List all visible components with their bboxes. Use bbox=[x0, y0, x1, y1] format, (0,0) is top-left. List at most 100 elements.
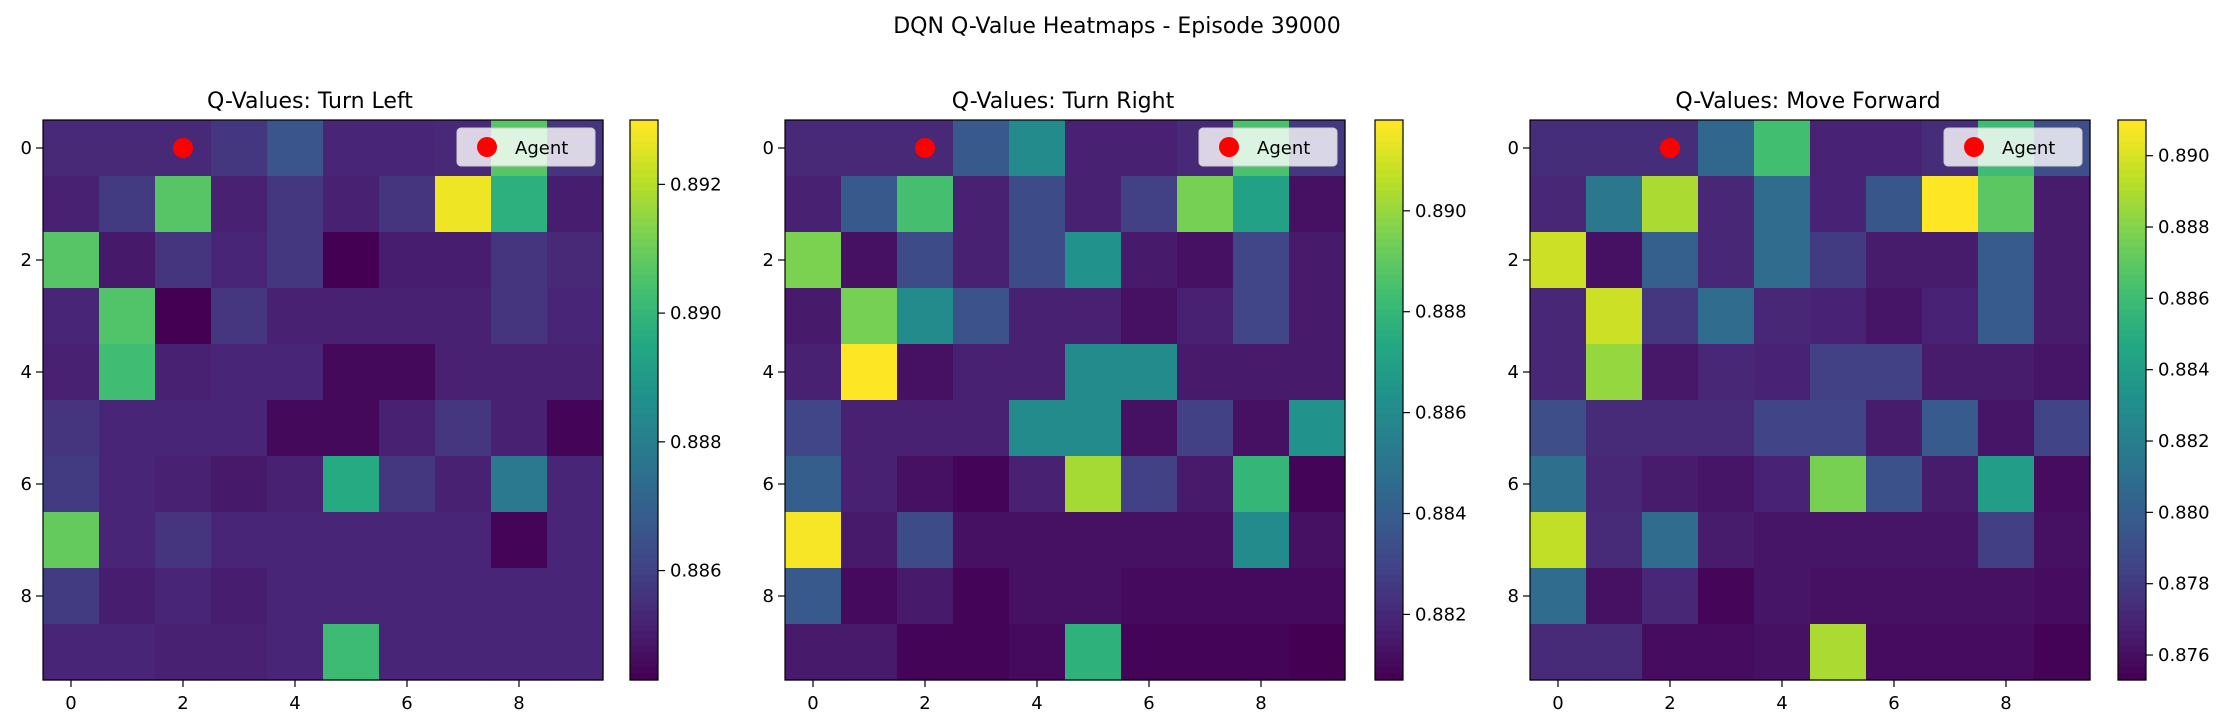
heatmap-cell bbox=[379, 624, 436, 681]
heatmap-cell bbox=[1586, 400, 1643, 457]
heatmap-cell bbox=[43, 288, 100, 345]
colorbar-segment bbox=[2118, 344, 2146, 352]
colorbar-segment bbox=[1375, 246, 1403, 254]
heatmap-cell bbox=[1698, 624, 1755, 681]
heatmap-cell bbox=[1289, 624, 1346, 681]
heatmap-cell bbox=[547, 232, 604, 289]
heatmap-cell bbox=[1177, 176, 1234, 233]
colorbar-segment bbox=[2118, 568, 2146, 576]
colorbar-segment bbox=[630, 505, 658, 513]
heatmap-cell bbox=[1121, 288, 1178, 345]
heatmap-cell bbox=[2034, 232, 2091, 289]
heatmap-cell bbox=[267, 512, 324, 569]
heatmap-cell bbox=[2034, 288, 2091, 345]
colorbar-segment bbox=[1375, 666, 1403, 674]
colorbar-segment bbox=[1375, 274, 1403, 282]
heatmap-cell bbox=[1177, 288, 1234, 345]
colorbar-segment bbox=[2118, 421, 2146, 429]
heatmap-cell bbox=[1289, 344, 1346, 401]
heatmap-cell bbox=[211, 456, 268, 513]
legend-box bbox=[1198, 127, 1338, 167]
heatmap-cell bbox=[43, 176, 100, 233]
y-tick-label: 4 bbox=[763, 362, 774, 383]
colorbar-segment bbox=[630, 652, 658, 660]
heatmap-cell bbox=[1698, 400, 1755, 457]
heatmap-cell bbox=[1586, 120, 1643, 177]
colorbar-segment bbox=[2118, 456, 2146, 464]
heatmap-cell bbox=[267, 456, 324, 513]
heatmap-cell bbox=[1922, 568, 1979, 625]
colorbar-segment bbox=[630, 645, 658, 653]
heatmap-cell bbox=[1978, 176, 2035, 233]
colorbar-segment bbox=[2118, 547, 2146, 555]
heatmap-cell bbox=[1009, 288, 1066, 345]
heatmap-cell bbox=[435, 232, 492, 289]
colorbar-tick-label: 0.884 bbox=[2158, 360, 2210, 381]
heatmap-cell bbox=[785, 120, 842, 177]
colorbar-segment bbox=[1375, 582, 1403, 590]
colorbar-segment bbox=[630, 197, 658, 205]
heatmap-cell bbox=[1121, 232, 1178, 289]
heatmap-cell bbox=[1810, 568, 1867, 625]
heatmap-cell bbox=[841, 624, 898, 681]
heatmap-cell bbox=[1586, 176, 1643, 233]
heatmap-cell bbox=[491, 176, 548, 233]
heatmap-cell bbox=[1754, 176, 1811, 233]
heatmap-cell bbox=[267, 400, 324, 457]
heatmap-cell bbox=[1289, 176, 1346, 233]
colorbar-segment bbox=[630, 127, 658, 135]
heatmap-cell bbox=[491, 568, 548, 625]
colorbar-segment bbox=[1375, 379, 1403, 387]
heatmap-cell bbox=[43, 232, 100, 289]
colorbar-segment bbox=[630, 463, 658, 471]
agent-marker bbox=[1660, 138, 1680, 158]
heatmap-cell bbox=[953, 568, 1010, 625]
colorbar-segment bbox=[2118, 659, 2146, 667]
heatmap-cell bbox=[1642, 288, 1699, 345]
colorbar-segment bbox=[1375, 134, 1403, 142]
colorbar-segment bbox=[1375, 421, 1403, 429]
heatmap-cell bbox=[1810, 344, 1867, 401]
heatmap-cell bbox=[1233, 232, 1290, 289]
heatmap-cell bbox=[267, 344, 324, 401]
colorbar-segment bbox=[630, 582, 658, 590]
colorbar-segment bbox=[630, 400, 658, 408]
heatmap-cell bbox=[491, 288, 548, 345]
y-tick-label: 4 bbox=[21, 362, 32, 383]
heatmap-cell bbox=[155, 176, 212, 233]
heatmap-panel-move-forward: Q-Values: Move Forward 0 2 4 6 8 0 2 4 6 8 Agent 0.… bbox=[1508, 89, 2210, 714]
colorbar-segment bbox=[630, 274, 658, 282]
colorbar-segment bbox=[2118, 575, 2146, 583]
heatmap-cell bbox=[1121, 512, 1178, 569]
heatmap-cell bbox=[1698, 344, 1755, 401]
colorbar-tick-label: 0.892 bbox=[670, 174, 722, 195]
heatmap-cell bbox=[1810, 120, 1867, 177]
heatmap-cell bbox=[2034, 624, 2091, 681]
heatmap-cell bbox=[1866, 512, 1923, 569]
x-tick-label: 4 bbox=[1031, 693, 1042, 714]
heatmap-cell bbox=[323, 624, 380, 681]
colorbar-segment bbox=[630, 540, 658, 548]
legend-label: Agent bbox=[1257, 138, 1310, 159]
heatmap-cell bbox=[1698, 568, 1755, 625]
heatmap-cell bbox=[897, 232, 954, 289]
heatmap-cell bbox=[1586, 232, 1643, 289]
heatmap-cell bbox=[491, 456, 548, 513]
colorbar-tick-label: 0.882 bbox=[1415, 604, 1467, 625]
heatmap-cell bbox=[785, 568, 842, 625]
colorbar-segment bbox=[1375, 449, 1403, 457]
heatmap-cell bbox=[379, 456, 436, 513]
axes-frame bbox=[1529, 119, 2091, 681]
heatmap-cell bbox=[897, 568, 954, 625]
colorbar-segment bbox=[1375, 281, 1403, 289]
colorbar-tick-label: 0.876 bbox=[2158, 645, 2210, 666]
colorbar-segment bbox=[2118, 232, 2146, 240]
heatmap-cell bbox=[547, 512, 604, 569]
colorbar-segment bbox=[1375, 169, 1403, 177]
heatmap-cell bbox=[1922, 288, 1979, 345]
colorbar-segment bbox=[1375, 659, 1403, 667]
heatmap-cell bbox=[155, 288, 212, 345]
colorbar-segment bbox=[1375, 540, 1403, 548]
heatmap-cell bbox=[1586, 512, 1643, 569]
